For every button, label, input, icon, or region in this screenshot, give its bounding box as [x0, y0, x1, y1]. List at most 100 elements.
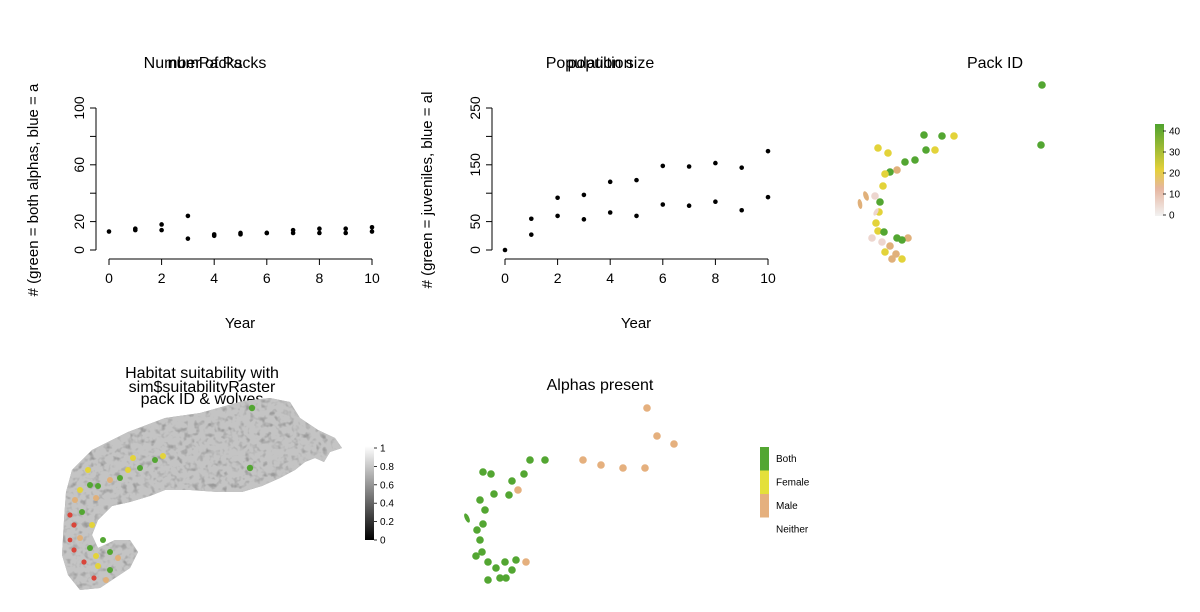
- pack-id-map: Pack ID 40 30 20 10 0: [857, 55, 1181, 263]
- p2-point: [739, 207, 744, 213]
- alphas-wolf: [496, 574, 504, 582]
- habitat-wolf: [71, 522, 77, 528]
- p1-point: [159, 227, 164, 233]
- pack-id-wolf: [893, 166, 901, 174]
- habitat-legend-tick-label: 0.6: [380, 480, 394, 491]
- p1-point: [238, 232, 243, 237]
- p1-point: [106, 229, 112, 234]
- pack-id-wolf: [871, 192, 879, 200]
- p2-point: [607, 210, 613, 215]
- pack-id-wolf: [901, 158, 909, 166]
- population-y-axis: 0 50 150 250: [467, 96, 493, 254]
- p1-point: [290, 230, 296, 236]
- pack-id-wolf: [922, 146, 930, 154]
- alphas-map: Alphas present Both Female Male Neither: [464, 377, 810, 584]
- habitat-wolf: [107, 567, 113, 573]
- alphas-wolf: [476, 536, 484, 544]
- p1-y-tick-label: 0: [71, 246, 87, 254]
- alphas-wolf: [479, 520, 487, 528]
- p2-point: [634, 213, 639, 219]
- population-x-axis: 0 2 4 6 8 10: [501, 258, 776, 286]
- p2-point: [607, 179, 613, 185]
- pack-id-colorbar: [1155, 124, 1164, 216]
- alphas-wolf: [484, 558, 492, 566]
- population-title-b: popultion: [568, 55, 633, 72]
- pack-id-wolf: [857, 199, 863, 209]
- habitat-wolf: [100, 537, 106, 543]
- p2-x-tick-label: 8: [712, 270, 720, 286]
- p1-point: [369, 229, 375, 234]
- p1-y-tick-label: 100: [71, 96, 87, 120]
- habitat-wolf: [125, 467, 131, 473]
- pack-id-wolf: [898, 236, 906, 244]
- p1-point: [343, 230, 349, 236]
- habitat-wolf: [71, 547, 77, 553]
- habitat-wolf: [107, 477, 113, 483]
- p1-point: [317, 226, 322, 231]
- habitat-legend-tick-label: 0.8: [380, 462, 394, 473]
- alphas-legend-swatch: [760, 517, 769, 541]
- habitat-wolf: [95, 483, 101, 489]
- pack-id-wolf: [892, 250, 900, 258]
- population-y-label: # (green = juveniles, blue = al: [419, 92, 436, 289]
- p2-point: [713, 199, 718, 205]
- p1-point: [159, 222, 164, 227]
- p1-point: [317, 230, 322, 236]
- p2-x-tick-label: 2: [554, 270, 562, 286]
- pack-id-wolf: [898, 255, 906, 263]
- alphas-wolf: [478, 548, 486, 556]
- pack-id-wolf: [878, 238, 886, 246]
- alphas-legend-label: Both: [776, 454, 797, 465]
- pack-id-wolf: [868, 234, 876, 242]
- pack-id-wolf: [886, 242, 894, 250]
- p2-point: [502, 247, 508, 253]
- habitat-title-line-1: Habitat suitability with: [125, 365, 279, 382]
- packs-x-label: Year: [225, 315, 255, 332]
- alphas-wolf: [508, 566, 516, 574]
- habitat-map: Habitat suitability with sim$suitability…: [62, 365, 394, 590]
- pack-id-wolf: [884, 149, 892, 157]
- alphas-legend-swatch: [760, 470, 769, 494]
- alphas-legend-label: Female: [776, 478, 810, 489]
- habitat-wolf: [117, 475, 123, 481]
- alphas-wolf: [526, 456, 534, 464]
- habitat-wolf: [95, 563, 101, 569]
- pack-id-wolves: [857, 81, 1046, 263]
- alphas-wolf: [670, 440, 678, 448]
- alphas-wolf: [514, 486, 522, 494]
- habitat-wolf: [130, 455, 136, 461]
- p1-point: [185, 213, 191, 219]
- pack-id-legend-tick-label: 30: [1169, 148, 1181, 159]
- habitat-legend-tick-label: 1: [380, 444, 386, 455]
- pack-id-wolf: [881, 170, 889, 178]
- pack-id-legend-tick-label: 10: [1169, 190, 1181, 201]
- p2-point: [634, 177, 639, 183]
- p1-x-tick-label: 0: [105, 270, 113, 286]
- p1-y-tick-label: 20: [71, 214, 87, 230]
- alphas-wolves: [464, 404, 678, 584]
- alphas-wolf: [464, 513, 470, 523]
- alphas-wolf: [505, 491, 513, 499]
- pack-id-wolf: [938, 132, 946, 140]
- alphas-wolf: [579, 456, 587, 464]
- packs-title-a: Number of Packs: [144, 55, 267, 72]
- p1-point: [264, 230, 270, 236]
- habitat-wolf: [77, 535, 83, 541]
- packs-y-axis: 0 20 60 100: [71, 96, 97, 254]
- alphas-wolf: [501, 558, 509, 566]
- p2-x-tick-label: 0: [501, 270, 509, 286]
- population-title-a: Population size: [546, 55, 655, 72]
- alphas-wolf: [473, 526, 481, 534]
- alphas-wolf: [643, 404, 651, 412]
- alphas-wolf: [492, 564, 500, 572]
- p1-point: [185, 236, 191, 241]
- pack-id-legend-tick-label: 40: [1169, 127, 1181, 138]
- habitat-legend-tick-label: 0.2: [380, 517, 394, 528]
- p2-point: [739, 165, 744, 170]
- alphas-wolf: [541, 456, 549, 464]
- habitat-wolf: [115, 555, 121, 561]
- pack-id-wolf: [881, 248, 889, 256]
- p2-point: [686, 164, 692, 169]
- alphas-legend-label: Male: [776, 501, 798, 512]
